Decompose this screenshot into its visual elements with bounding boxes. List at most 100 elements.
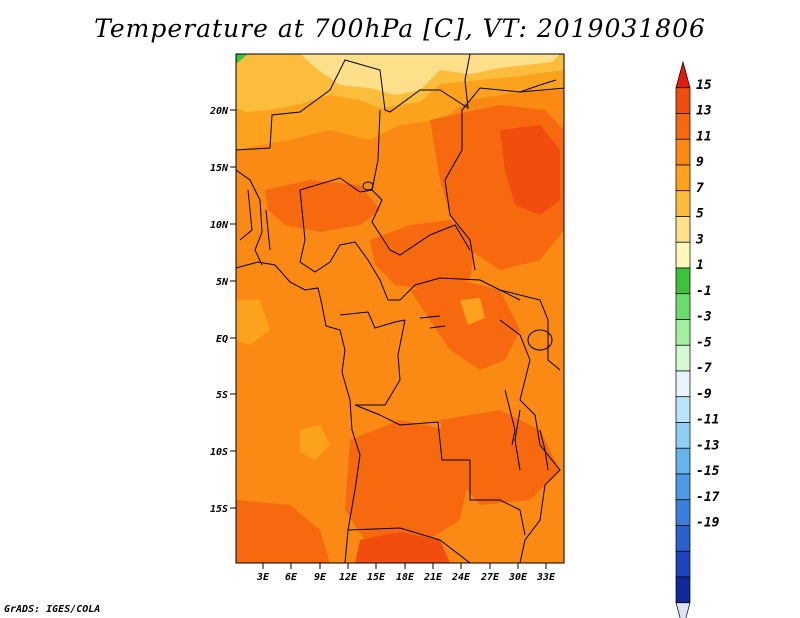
colorbar-label: 7 [696,181,704,196]
colorbar-label: -11 [696,413,719,428]
border-kenya-uganda [499,289,561,371]
colorbar-label: 5 [696,207,704,222]
border-ghana-togo [239,189,271,251]
colorbar-label: 3 [695,232,704,247]
colorbar-swatch [675,164,691,192]
lat-label-15s: 15S [210,504,228,515]
colorbar-swatch [675,576,691,604]
colorbar-label: 15 [696,78,712,93]
lat-label-5n: 5N [216,277,229,288]
colorbar-label: -17 [696,490,720,505]
colorbar-label: 9 [696,155,704,170]
colorbar-label: -1 [696,284,712,299]
lon-label-33e: 33E [536,572,556,583]
border-chad-car [371,109,471,256]
colorbar-swatch [675,525,691,552]
field-south-core [355,532,450,563]
lon-label-27e: 27E [480,572,500,583]
lake-malawi [539,429,549,471]
lon-label-21e: 21E [423,572,443,583]
congo-river [419,315,446,329]
colorbar-swatch [675,499,691,526]
lat-label-15n: 15N [210,163,229,174]
lat-label-eq: EQ [216,334,228,345]
colorbar-label: 11 [696,129,712,144]
lon-label-6e: 6E [285,572,298,583]
lat-label-20n: 20N [209,106,229,117]
field-cool-patch-1 [300,425,330,460]
border-nigeria-cameroon [299,189,521,301]
field-cool-patch-3 [460,298,485,325]
border-red-sea [519,79,557,93]
chart-title: Temperature at 700hPa [C], VT: 201903180… [94,14,706,43]
lon-axis: 3E 6E 9E 12E 15E 18E 21E 24E 27E 30E 33E [256,563,556,583]
field-green-corner [236,54,248,64]
border-zambia [469,460,526,536]
border-gabon-congo [339,311,406,329]
border-tanzania [514,409,521,471]
colorbar-swatch [675,241,691,269]
country-borders [236,54,564,563]
lakes [362,181,553,471]
colorbar-swatch [675,138,691,166]
border-sudan-chad [444,87,564,271]
lon-label-24e: 24E [451,572,471,583]
colorbar-swatch [675,370,691,398]
colorbar-label: -3 [696,310,712,325]
colorbar-label: -7 [696,361,712,376]
lon-label-18e: 18E [396,572,415,583]
colorbar-bottom-arrow [675,602,691,618]
lon-label-9e: 9E [314,572,327,583]
field-central-warm [370,220,475,290]
map-frame [235,53,565,564]
colorbar-label: 13 [696,104,712,119]
colorbar-swatch [675,344,691,372]
border-westafrica [236,169,263,266]
coastline-west [236,261,361,563]
colorbar-swatch [675,422,691,449]
lon-label-30e: 30E [508,572,528,583]
border-east [499,319,561,563]
lake-victoria [527,329,553,351]
colorbar-label: -9 [696,387,712,402]
field-north-band-3 [300,54,560,95]
border-niger-nigeria [299,177,373,193]
colorbar-swatch [675,319,691,346]
colorbar-swatch [675,113,691,140]
lon-label-12e: 12E [339,572,358,583]
lon-label-15e: 15E [367,572,386,583]
colorbar-swatch [675,216,691,243]
border-sahara [236,54,471,151]
field-sahel-warm [265,180,380,232]
border-namibia [347,527,471,563]
temperature-field [236,54,564,563]
colorbar-label: -15 [696,464,720,479]
lat-label-5s: 5S [216,390,228,401]
field-ne-core [500,125,560,215]
colorbar-label: 1 [696,258,704,273]
colorbar-swatch [675,550,691,578]
lake-tanganyika [504,389,516,446]
credit-label: GrADS: IGES/COLA [4,604,101,615]
lat-label-10n: 10N [210,220,229,231]
field-sw-warm [236,500,330,563]
colorbar-label: -19 [696,516,720,531]
lat-label-10s: 10S [210,447,228,458]
colorbar-top-arrow [675,60,691,89]
field-south-warm [345,420,470,548]
border-angola [354,404,470,461]
border-drc-west [355,319,406,406]
field-east-warm [410,280,520,370]
colorbar-swatch [675,447,691,475]
lake-chad [362,181,374,191]
colorbar-swatch [675,267,691,295]
colorbar-swatch [675,190,691,217]
colorbar-swatch [675,293,691,320]
lon-label-3e: 3E [256,572,270,583]
colorbar-swatch [675,473,691,501]
colorbar: 15 13 11 9 7 5 3 1 -1 -3 -5 -7 -9 -11 -13 -15 -17 -19 [675,60,720,618]
colorbar-label: -13 [696,438,720,453]
colorbar-swatch [675,396,691,423]
field-cool-patch-2 [236,300,270,345]
